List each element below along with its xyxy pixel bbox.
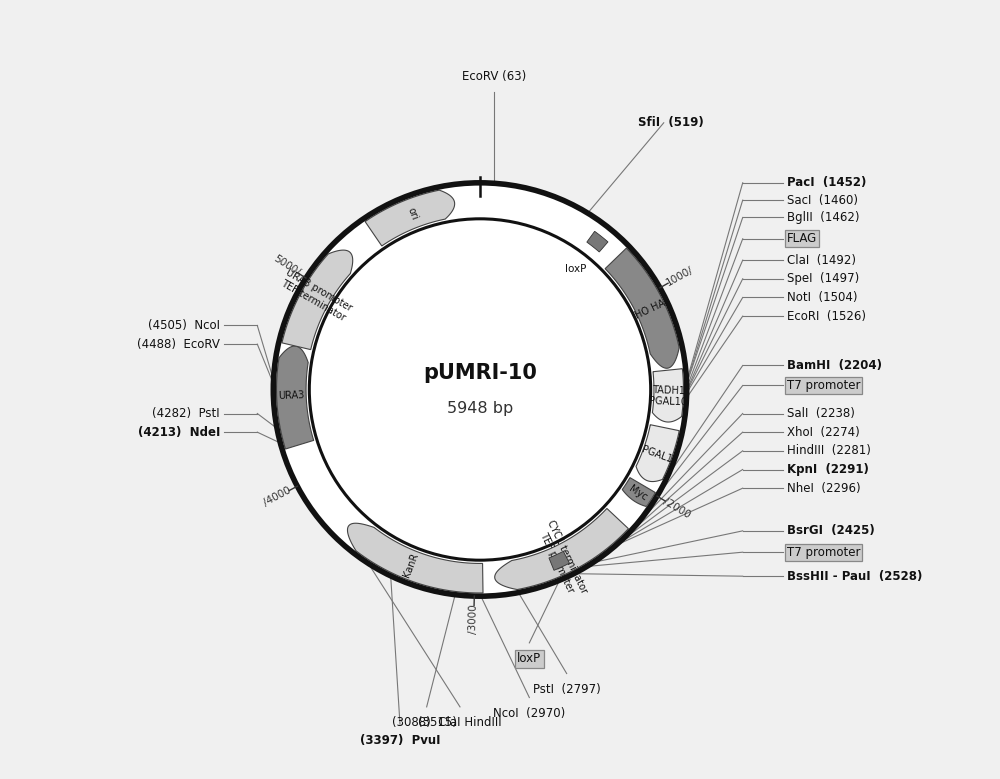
Text: (4282)  PstI: (4282) PstI bbox=[152, 407, 220, 420]
Polygon shape bbox=[277, 346, 314, 449]
Text: PGAL1: PGAL1 bbox=[641, 444, 674, 465]
Text: HindIII  (2281): HindIII (2281) bbox=[787, 444, 871, 457]
Text: PacI  (1452): PacI (1452) bbox=[787, 176, 866, 189]
Polygon shape bbox=[347, 523, 483, 593]
Text: KanR: KanR bbox=[401, 552, 420, 579]
Text: ori: ori bbox=[405, 206, 419, 221]
Text: (3088)  ClaI: (3088) ClaI bbox=[392, 716, 461, 729]
Text: loxP: loxP bbox=[517, 652, 541, 665]
Text: SacI  (1460): SacI (1460) bbox=[787, 194, 858, 206]
Polygon shape bbox=[365, 190, 455, 246]
Text: ClaI  (1492): ClaI (1492) bbox=[787, 254, 856, 266]
Text: 5000/: 5000/ bbox=[272, 254, 302, 278]
Text: 1000/: 1000/ bbox=[664, 265, 695, 288]
Text: /2000: /2000 bbox=[661, 496, 692, 520]
Text: XhoI  (2274): XhoI (2274) bbox=[787, 425, 859, 439]
Text: /3000: /3000 bbox=[468, 604, 479, 634]
Text: EcoRV (63): EcoRV (63) bbox=[462, 70, 526, 83]
Text: BsrGI  (2425): BsrGI (2425) bbox=[787, 524, 874, 538]
Text: SpeI  (1497): SpeI (1497) bbox=[787, 273, 859, 285]
Text: (3397)  PvuI: (3397) PvuI bbox=[360, 734, 440, 746]
Text: SalI  (2238): SalI (2238) bbox=[787, 407, 855, 420]
Text: FLAG: FLAG bbox=[787, 232, 817, 245]
Polygon shape bbox=[652, 368, 683, 422]
Polygon shape bbox=[605, 249, 679, 368]
Polygon shape bbox=[282, 250, 353, 350]
Text: 5948 bp: 5948 bp bbox=[447, 400, 513, 416]
Text: PstI  (2797): PstI (2797) bbox=[533, 683, 601, 696]
Text: BssHII - PauI  (2528): BssHII - PauI (2528) bbox=[787, 569, 922, 583]
Text: T7 promoter: T7 promoter bbox=[787, 546, 860, 559]
Text: T7 promoter: T7 promoter bbox=[787, 379, 860, 392]
Circle shape bbox=[273, 183, 687, 596]
Text: (4505)  NcoI: (4505) NcoI bbox=[148, 319, 220, 332]
Text: (4488)  EcoRV: (4488) EcoRV bbox=[137, 337, 220, 351]
Polygon shape bbox=[495, 509, 628, 590]
Text: URA3 promoter
TEF terminator: URA3 promoter TEF terminator bbox=[279, 267, 354, 323]
Text: SfiI  (519): SfiI (519) bbox=[638, 116, 703, 129]
Text: loxP: loxP bbox=[565, 264, 586, 274]
Text: EcoRI  (1526): EcoRI (1526) bbox=[787, 310, 866, 323]
Text: URA3: URA3 bbox=[278, 390, 305, 401]
Polygon shape bbox=[622, 478, 655, 506]
Text: NheI  (2296): NheI (2296) bbox=[787, 481, 860, 495]
Polygon shape bbox=[587, 231, 608, 252]
Text: CYC1 terminator
TEF promoter: CYC1 terminator TEF promoter bbox=[535, 519, 589, 601]
Text: (4213)  NdeI: (4213) NdeI bbox=[138, 425, 220, 439]
Text: KpnI  (2291): KpnI (2291) bbox=[787, 463, 869, 476]
Text: Myc: Myc bbox=[627, 483, 649, 502]
Text: TADH1
PGAL10: TADH1 PGAL10 bbox=[649, 385, 688, 407]
Text: (3515)  HindIII: (3515) HindIII bbox=[418, 716, 502, 729]
Text: BamHI  (2204): BamHI (2204) bbox=[787, 359, 882, 372]
Text: HO HA: HO HA bbox=[634, 298, 667, 320]
Polygon shape bbox=[636, 425, 679, 481]
Text: pUMRI-10: pUMRI-10 bbox=[423, 364, 537, 383]
Text: NcoI  (2970): NcoI (2970) bbox=[493, 707, 565, 720]
Text: BglII  (1462): BglII (1462) bbox=[787, 211, 859, 224]
Text: /4000: /4000 bbox=[262, 485, 293, 508]
Text: NotI  (1504): NotI (1504) bbox=[787, 291, 857, 304]
Polygon shape bbox=[549, 552, 569, 570]
